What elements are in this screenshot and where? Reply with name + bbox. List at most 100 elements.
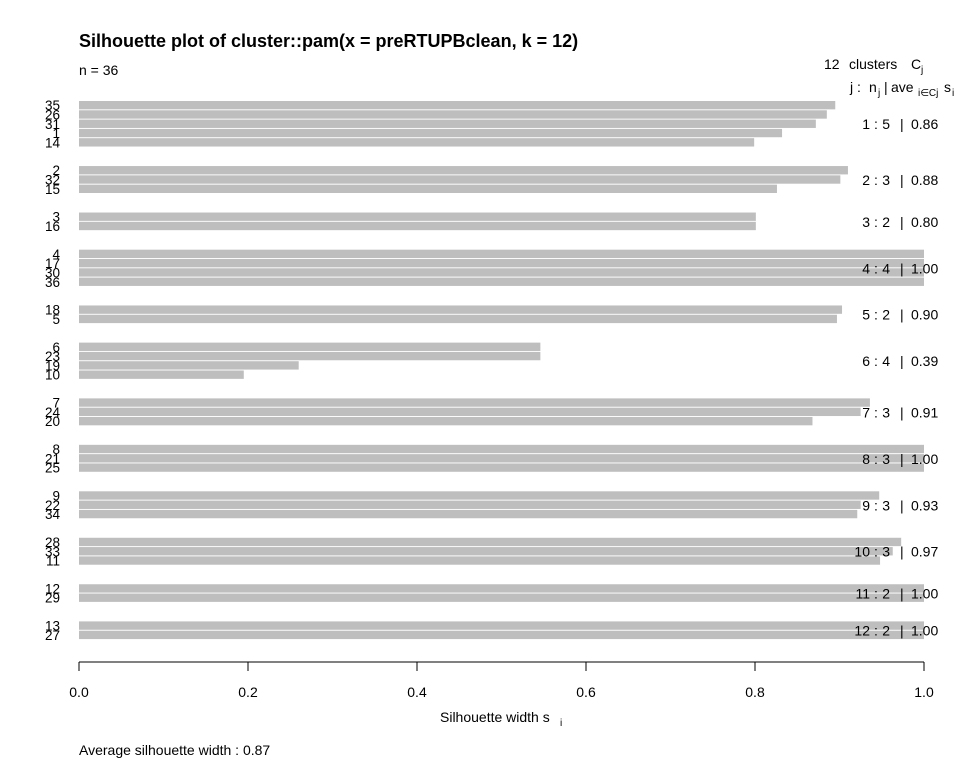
cluster-separator: | (900, 544, 904, 560)
silhouette-bar (79, 249, 924, 259)
header-n-sub: j (877, 88, 880, 99)
cluster-j: 1 (862, 116, 870, 132)
observation-label: 15 (45, 182, 60, 197)
cluster-separator: | (900, 451, 904, 467)
x-tick-label: 0.4 (407, 684, 427, 700)
silhouette-bar (79, 547, 893, 556)
silhouette-bar (79, 500, 861, 509)
cj-symbol: C (911, 56, 921, 72)
silhouette-bar (79, 407, 861, 417)
cluster-colon: : (874, 497, 878, 513)
cluster-n: 2 (882, 623, 890, 639)
header-n: n (869, 79, 877, 95)
observation-label: 11 (46, 554, 60, 569)
cluster-n: 3 (882, 544, 890, 560)
cluster-colon: : (874, 586, 878, 602)
silhouette-bar (79, 593, 924, 602)
observation-label: 6 (52, 340, 60, 355)
cj-subscript: j (920, 65, 923, 76)
silhouette-bar (79, 463, 924, 472)
silhouette-bar (79, 175, 841, 184)
cluster-colon: : (874, 307, 878, 323)
cluster-n: 5 (882, 116, 890, 132)
header-s: s (944, 79, 951, 95)
observation-label: 35 (45, 98, 60, 113)
cluster-j: 9 (862, 497, 870, 513)
silhouette-bar (79, 166, 848, 175)
observation-label: 30 (45, 265, 60, 280)
silhouette-bar (79, 398, 870, 407)
observation-label: 17 (45, 256, 60, 271)
cluster-n: 3 (882, 404, 890, 420)
silhouette-bar (79, 342, 541, 351)
x-axis-label-sub: i (560, 718, 562, 729)
cluster-j: 8 (862, 451, 870, 467)
bars-layer: 3526311142321531641730361856231910724208… (45, 98, 924, 643)
cluster-j: 2 (862, 172, 870, 188)
cluster-colon: : (874, 260, 878, 276)
cluster-colon: : (874, 544, 878, 560)
observation-label: 18 (45, 303, 60, 318)
x-tick-label: 1.0 (914, 684, 934, 700)
observation-label: 28 (45, 535, 60, 550)
silhouette-bar (79, 277, 924, 286)
silhouette-bar (79, 101, 836, 110)
header-ave: ave (891, 79, 914, 95)
silhouette-bar (79, 128, 783, 138)
silhouette-bar (79, 491, 880, 500)
observation-label: 29 (45, 591, 60, 606)
silhouette-bar (79, 556, 881, 565)
cluster-average: 1.00 (911, 451, 938, 467)
observation-label: 8 (52, 442, 60, 457)
cluster-j: 10 (854, 544, 870, 560)
cluster-j: 3 (862, 214, 870, 230)
silhouette-bar (79, 184, 777, 193)
cluster-average: 0.90 (911, 307, 938, 323)
x-axis: 0.0 0.2 0.4 0.6 0.8 1.0 (69, 661, 934, 700)
observation-label: 24 (45, 405, 61, 420)
cluster-colon: : (874, 172, 878, 188)
observation-label: 14 (45, 135, 61, 150)
cluster-n: 4 (882, 353, 890, 369)
silhouette-bar (79, 351, 541, 361)
observation-label: 1 (52, 126, 60, 141)
cluster-colon: : (874, 451, 878, 467)
cluster-separator: | (900, 623, 904, 639)
cluster-j: 12 (854, 623, 870, 639)
observation-label: 20 (45, 414, 60, 429)
x-tick-label: 0.6 (576, 684, 596, 700)
x-tick-label: 0.8 (745, 684, 765, 700)
observation-label: 31 (45, 117, 60, 132)
observation-label: 22 (45, 498, 60, 513)
cluster-n: 3 (882, 451, 890, 467)
cluster-separator: | (900, 353, 904, 369)
silhouette-bar (79, 537, 902, 547)
cluster-average: 0.91 (911, 404, 938, 420)
clusters-count: 12 (824, 56, 840, 72)
silhouette-bar (79, 314, 837, 324)
observation-label: 4 (52, 247, 60, 262)
cluster-n: 3 (882, 497, 890, 513)
cluster-n: 4 (882, 260, 890, 276)
cluster-j: 6 (862, 353, 870, 369)
cluster-j: 5 (862, 307, 870, 323)
cluster-colon: : (874, 404, 878, 420)
x-axis-label: Silhouette width s (440, 709, 550, 725)
silhouette-bar (79, 454, 924, 463)
header-s-sub: i (952, 88, 954, 99)
cluster-average: 0.88 (911, 172, 938, 188)
cluster-separator: | (900, 404, 904, 420)
cluster-average: 0.86 (911, 116, 938, 132)
chart-title: Silhouette plot of cluster::pam(x = preR… (79, 31, 578, 51)
cluster-average: 1.00 (911, 260, 938, 276)
observation-label: 3 (52, 210, 60, 225)
silhouette-bar (79, 138, 755, 147)
cluster-separator: | (900, 116, 904, 132)
observation-label: 32 (45, 173, 60, 188)
observation-label: 21 (45, 451, 60, 466)
observation-label: 19 (45, 358, 60, 373)
clusters-word: clusters (849, 56, 897, 72)
x-tick-label: 0.2 (238, 684, 258, 700)
header-j: j : (849, 79, 861, 95)
